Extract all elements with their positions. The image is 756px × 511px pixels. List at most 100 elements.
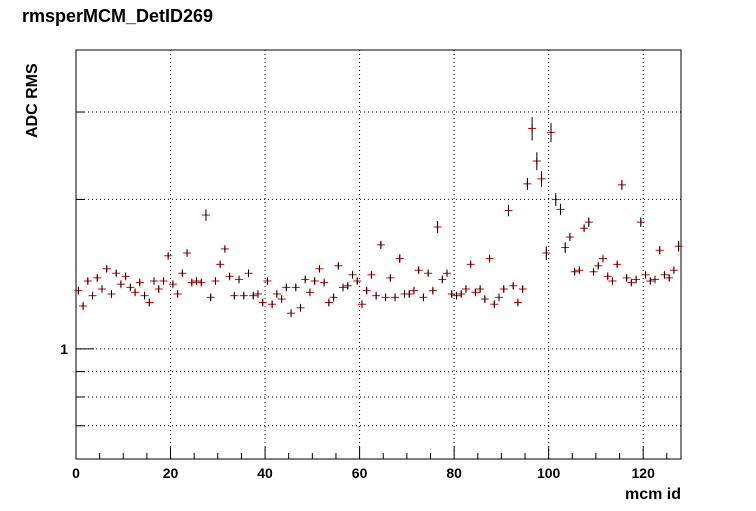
data-point: [636, 217, 645, 227]
data-point: [551, 193, 560, 207]
data-point: [249, 291, 258, 300]
data-point: [140, 291, 149, 300]
data-point: [523, 177, 532, 190]
data-point: [97, 285, 106, 294]
data-point: [334, 261, 343, 270]
x-tick-label: 0: [72, 465, 80, 481]
data-point: [537, 171, 546, 187]
data-point: [126, 283, 135, 292]
data-point: [168, 280, 177, 289]
chart-title: rmsperMCM_DetID269: [22, 6, 214, 26]
data-point: [164, 251, 173, 260]
data-point: [93, 273, 102, 282]
y-tick-labels: 1: [60, 341, 68, 357]
data-point: [495, 293, 504, 302]
data-point: [291, 283, 300, 292]
data-point: [211, 277, 220, 286]
data-point: [433, 220, 442, 234]
data-point: [518, 285, 527, 294]
data-point: [178, 269, 187, 278]
data-point: [305, 288, 314, 297]
data-point: [183, 249, 192, 258]
data-point: [622, 273, 631, 282]
data-point: [258, 298, 267, 307]
data-point: [116, 280, 125, 289]
data-point: [244, 269, 253, 278]
data-point: [646, 277, 655, 286]
data-point: [452, 291, 461, 300]
data-point: [480, 295, 489, 304]
data-point: [135, 278, 144, 287]
data-point: [83, 277, 92, 286]
data-point: [391, 293, 400, 302]
data-point: [79, 302, 88, 311]
data-point: [660, 270, 669, 279]
data-point: [603, 272, 612, 281]
data-point: [556, 203, 565, 216]
data-point: [277, 295, 286, 304]
data-point: [310, 277, 319, 286]
data-point: [665, 273, 674, 282]
data-point: [617, 179, 626, 190]
data-point: [655, 246, 664, 255]
data-point: [301, 275, 310, 284]
data-point: [542, 246, 551, 261]
data-point: [589, 267, 598, 276]
x-tick-labels: 0 20 40 60 80 100 120: [72, 465, 655, 481]
data-point: [88, 291, 97, 300]
data-point: [253, 289, 262, 298]
data-point: [201, 209, 210, 221]
data-point: [154, 285, 163, 294]
data-point: [428, 286, 437, 295]
data-point: [282, 283, 291, 292]
data-point: [414, 266, 423, 275]
data-point: [627, 278, 636, 287]
data-point: [409, 286, 418, 295]
data-point: [499, 285, 508, 294]
y-tick-label: 1: [60, 341, 68, 357]
data-point: [419, 293, 428, 302]
data-point: [424, 269, 433, 278]
data-point: [197, 278, 206, 287]
data-point: [584, 217, 593, 227]
data-point: [471, 288, 480, 297]
data-point: [528, 117, 537, 141]
data-point: [376, 240, 385, 249]
data-point: [74, 286, 83, 295]
data-point: [570, 267, 579, 276]
data-point: [476, 285, 485, 294]
data-points: [74, 117, 683, 318]
data-point: [287, 309, 296, 318]
data-point: [632, 275, 641, 284]
data-point: [272, 289, 281, 298]
data-point: [268, 300, 277, 309]
data-point: [367, 270, 376, 279]
data-point: [561, 242, 570, 254]
data-point: [485, 254, 494, 263]
data-point: [395, 254, 404, 263]
data-point: [490, 300, 499, 309]
data-point: [102, 264, 111, 273]
x-tick-label: 20: [163, 465, 179, 481]
data-point: [372, 291, 381, 300]
data-point: [145, 298, 154, 307]
data-point: [381, 293, 390, 302]
data-point: [220, 244, 229, 253]
data-point: [149, 277, 158, 286]
data-point: [353, 277, 362, 286]
data-point: [112, 269, 121, 278]
data-point: [547, 123, 556, 143]
data-point: [263, 277, 272, 286]
data-point: [608, 277, 617, 286]
data-point: [324, 298, 333, 307]
data-point: [580, 224, 589, 233]
data-point: [443, 269, 452, 278]
data-point: [192, 277, 201, 286]
data-point: [532, 152, 541, 171]
data-point: [461, 285, 470, 294]
data-point: [405, 289, 414, 298]
data-point: [320, 278, 329, 287]
data-point: [339, 283, 348, 292]
data-point: [599, 254, 608, 263]
